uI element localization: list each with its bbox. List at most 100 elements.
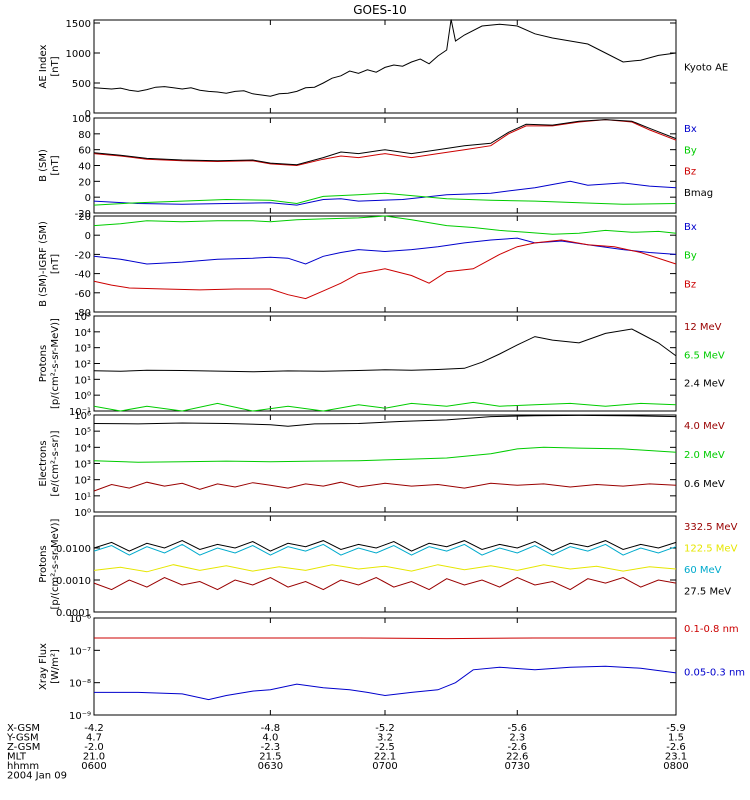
x-tick-label: 4.0 — [262, 733, 278, 744]
series-line — [93, 237, 677, 265]
legend-entry: Kyoto AE — [684, 63, 728, 74]
y-axis-label: [e/(cm²-s-sr)] — [50, 430, 61, 496]
panel-frame — [93, 19, 677, 114]
legend-entry: Bx — [684, 124, 697, 135]
series-line — [93, 576, 677, 591]
x-tick-label: -2.3 — [261, 742, 281, 753]
y-tick-label: -20 — [75, 209, 91, 220]
y-axis-label: [nT] — [50, 56, 61, 76]
series-line — [94, 637, 676, 640]
figure-title: GOES-10 — [353, 3, 407, 17]
x-tick-label: -5.6 — [508, 723, 528, 734]
series-line — [93, 540, 677, 552]
y-axis-label: [nT] — [50, 155, 61, 175]
series-line — [93, 19, 677, 97]
y-tick-label: -40 — [75, 270, 91, 281]
y-axis-label: B (SM) — [38, 149, 49, 182]
panel-protons_high: 0.0001 0.0010 0.0100 Protons [p/(cm²-s-sr-Me… — [38, 515, 738, 619]
legend-entry: 332.5 MeV — [684, 522, 738, 533]
panel-protons_low: 10⁻¹ 10⁰ 10¹ 10² 10³ 10⁴ 10⁵ Protons [p/(cm²-s-s… — [38, 312, 725, 418]
series-line — [93, 119, 677, 166]
y-tick-label: 10⁻⁶ — [69, 614, 91, 625]
y-tick-label: 10² — [74, 476, 91, 487]
x-row-label: X-GSM — [7, 723, 40, 734]
y-tick-label: 10⁵ — [74, 312, 91, 323]
y-axis-label: B (SM)-IGRF (SM) — [38, 221, 49, 307]
legend-entry: 122.5 MeV — [684, 544, 738, 555]
x-tick-label: 1.5 — [668, 733, 684, 744]
y-tick-label: 0.0010 — [56, 576, 91, 587]
y-tick-label: 10⁻⁹ — [69, 711, 91, 722]
panel-frame — [93, 315, 677, 412]
legend-entry: By — [684, 251, 697, 262]
panel-bigrf: -80 -60 -40 -20 0 20 B (SM)-IGRF (SM) [nT] Bx By B… — [38, 212, 697, 319]
x-row-label: hhmm — [7, 761, 39, 772]
legend-entry: 0.1-0.8 nm — [684, 624, 739, 635]
y-tick-label: 10⁴ — [74, 328, 91, 339]
x-tick-label: 3.2 — [377, 733, 393, 744]
y-axis-label: [W/m²] — [50, 649, 61, 684]
legend-entry: Bmag — [684, 188, 713, 199]
x-date-label: 2004 Jan 09 — [7, 771, 67, 782]
panel-frame — [93, 215, 677, 313]
series-line — [93, 446, 677, 463]
panel-frame — [93, 515, 677, 613]
x-tick-label: 22.1 — [374, 752, 396, 763]
legend-entry: Bz — [684, 279, 696, 290]
y-tick-label: 500 — [72, 79, 91, 90]
series-line — [93, 481, 677, 492]
x-tick-label: -2.5 — [375, 742, 395, 753]
series-line — [94, 665, 677, 701]
y-axis-label: [nT] — [50, 254, 61, 274]
y-tick-label: 20 — [78, 212, 91, 223]
y-tick-label: 40 — [78, 162, 91, 173]
legend-entry: 0.05-0.3 nm — [684, 668, 745, 679]
y-axis-label: Protons — [38, 345, 49, 382]
y-tick-label: 10⁻⁸ — [69, 679, 91, 690]
y-tick-label: 10⁵ — [74, 427, 91, 438]
legend-entry: 6.5 MeV — [684, 350, 725, 361]
series-line — [93, 543, 677, 556]
y-tick-label: 0 — [85, 231, 91, 242]
y-axis-label: Protons — [38, 545, 49, 582]
x-row-label: Y-GSM — [6, 733, 39, 744]
x-tick-label: -5.2 — [375, 723, 395, 734]
x-tick-label: -2.0 — [84, 742, 104, 753]
series-line — [93, 239, 677, 300]
series-line — [93, 192, 677, 206]
legend-entry: 12 MeV — [684, 322, 722, 333]
x-tick-label: 4.7 — [86, 733, 102, 744]
legend-entry: 2.0 MeV — [684, 450, 725, 461]
y-tick-label: -80 — [75, 308, 91, 319]
legend-entry: 27.5 MeV — [684, 587, 731, 598]
y-tick-label: 10³ — [74, 460, 91, 471]
y-tick-label: 10⁰ — [74, 391, 91, 402]
y-tick-label: 0.0100 — [56, 544, 91, 555]
x-tick-label: 21.0 — [83, 752, 105, 763]
legend-entry: 0.6 MeV — [684, 479, 725, 490]
y-axis-label: Xray Flux — [38, 643, 49, 690]
y-tick-label: 10¹ — [74, 375, 91, 386]
y-tick-label: 100 — [72, 114, 91, 125]
x-tick-label: 22.6 — [506, 752, 528, 763]
series-line — [93, 215, 677, 235]
x-tick-label: 0700 — [372, 761, 397, 772]
legend-entry: 60 MeV — [684, 565, 722, 576]
x-tick-label: -5.9 — [666, 723, 686, 734]
y-tick-label: 60 — [78, 146, 91, 157]
y-tick-label: 0.0001 — [56, 608, 91, 619]
y-tick-label: 10⁴ — [74, 443, 91, 454]
panel-ae: 0 500 1000 1500 AE Index [nT] Kyoto AE — [38, 19, 728, 120]
series-line — [93, 119, 677, 167]
series-line — [93, 401, 677, 412]
y-tick-label: 20 — [78, 177, 91, 188]
legend-entry: 4.0 MeV — [684, 421, 725, 432]
x-row-label: Z-GSM — [7, 742, 40, 753]
y-tick-label: -20 — [75, 250, 91, 261]
y-tick-label: 1500 — [66, 19, 91, 30]
y-tick-label: 10² — [74, 360, 91, 371]
x-tick-label: -4.8 — [261, 723, 281, 734]
x-tick-label: 23.1 — [665, 752, 687, 763]
